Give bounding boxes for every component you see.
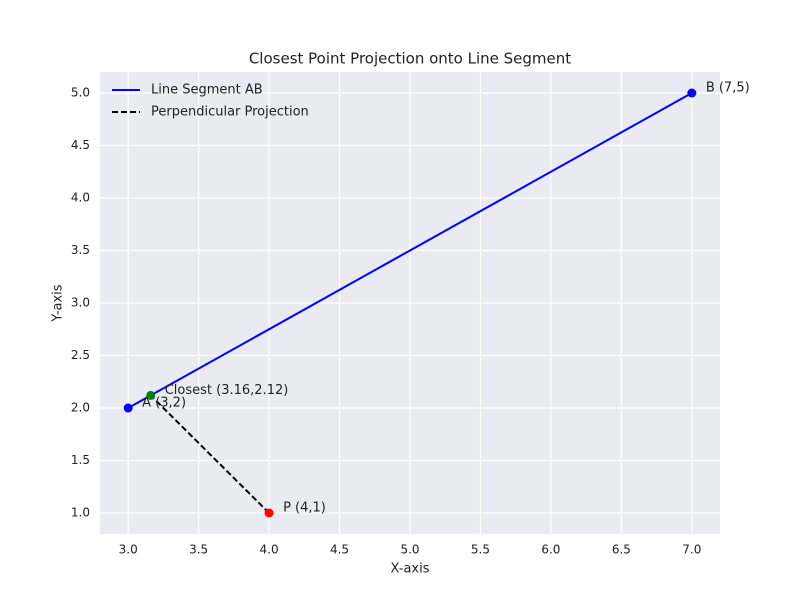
x-tick-label: 3.5 bbox=[189, 543, 208, 557]
point bbox=[687, 88, 697, 98]
y-tick-label: 5.0 bbox=[71, 86, 90, 100]
point-label: B (7,5) bbox=[706, 81, 750, 96]
chart-title: Closest Point Projection onto Line Segme… bbox=[249, 50, 571, 68]
marks: A (3,2) B (7,5) P (4,1) Closest (3.16,2.12) bbox=[123, 81, 750, 518]
x-axis-label: X-axis bbox=[391, 562, 430, 577]
x-tick-label: 6.5 bbox=[612, 543, 631, 557]
x-tick-label: 7.0 bbox=[682, 543, 701, 557]
y-tick-label: 2.0 bbox=[71, 401, 90, 415]
x-tick-label: 4.0 bbox=[260, 543, 279, 557]
x-tick-label: 4.5 bbox=[330, 543, 349, 557]
point-label: P (4,1) bbox=[283, 501, 326, 516]
point bbox=[146, 390, 156, 400]
y-tick-label: 4.5 bbox=[71, 138, 90, 152]
legend-label: Perpendicular Projection bbox=[151, 105, 309, 120]
point bbox=[264, 508, 274, 518]
point-label: A (3,2) bbox=[142, 396, 186, 411]
series-line bbox=[127, 92, 693, 409]
series-line bbox=[150, 394, 270, 514]
point bbox=[123, 403, 133, 413]
x-tick-label: 5.5 bbox=[471, 543, 490, 557]
y-tick-label: 4.0 bbox=[71, 191, 90, 205]
x-tick-label: 5.0 bbox=[400, 543, 419, 557]
x-tick-label: 3.0 bbox=[119, 543, 138, 557]
y-axis-label: Y-axis bbox=[51, 284, 66, 322]
y-tick-label: 3.0 bbox=[71, 296, 90, 310]
legend-label: Line Segment AB bbox=[151, 83, 263, 98]
y-tick-label: 2.5 bbox=[71, 348, 90, 362]
point-label: Closest (3.16,2.12) bbox=[165, 383, 289, 398]
y-tick-label: 3.5 bbox=[71, 243, 90, 257]
y-tick-label: 1.5 bbox=[71, 453, 90, 467]
x-tick-label: 6.0 bbox=[541, 543, 560, 557]
y-tick-label: 1.0 bbox=[71, 506, 90, 520]
